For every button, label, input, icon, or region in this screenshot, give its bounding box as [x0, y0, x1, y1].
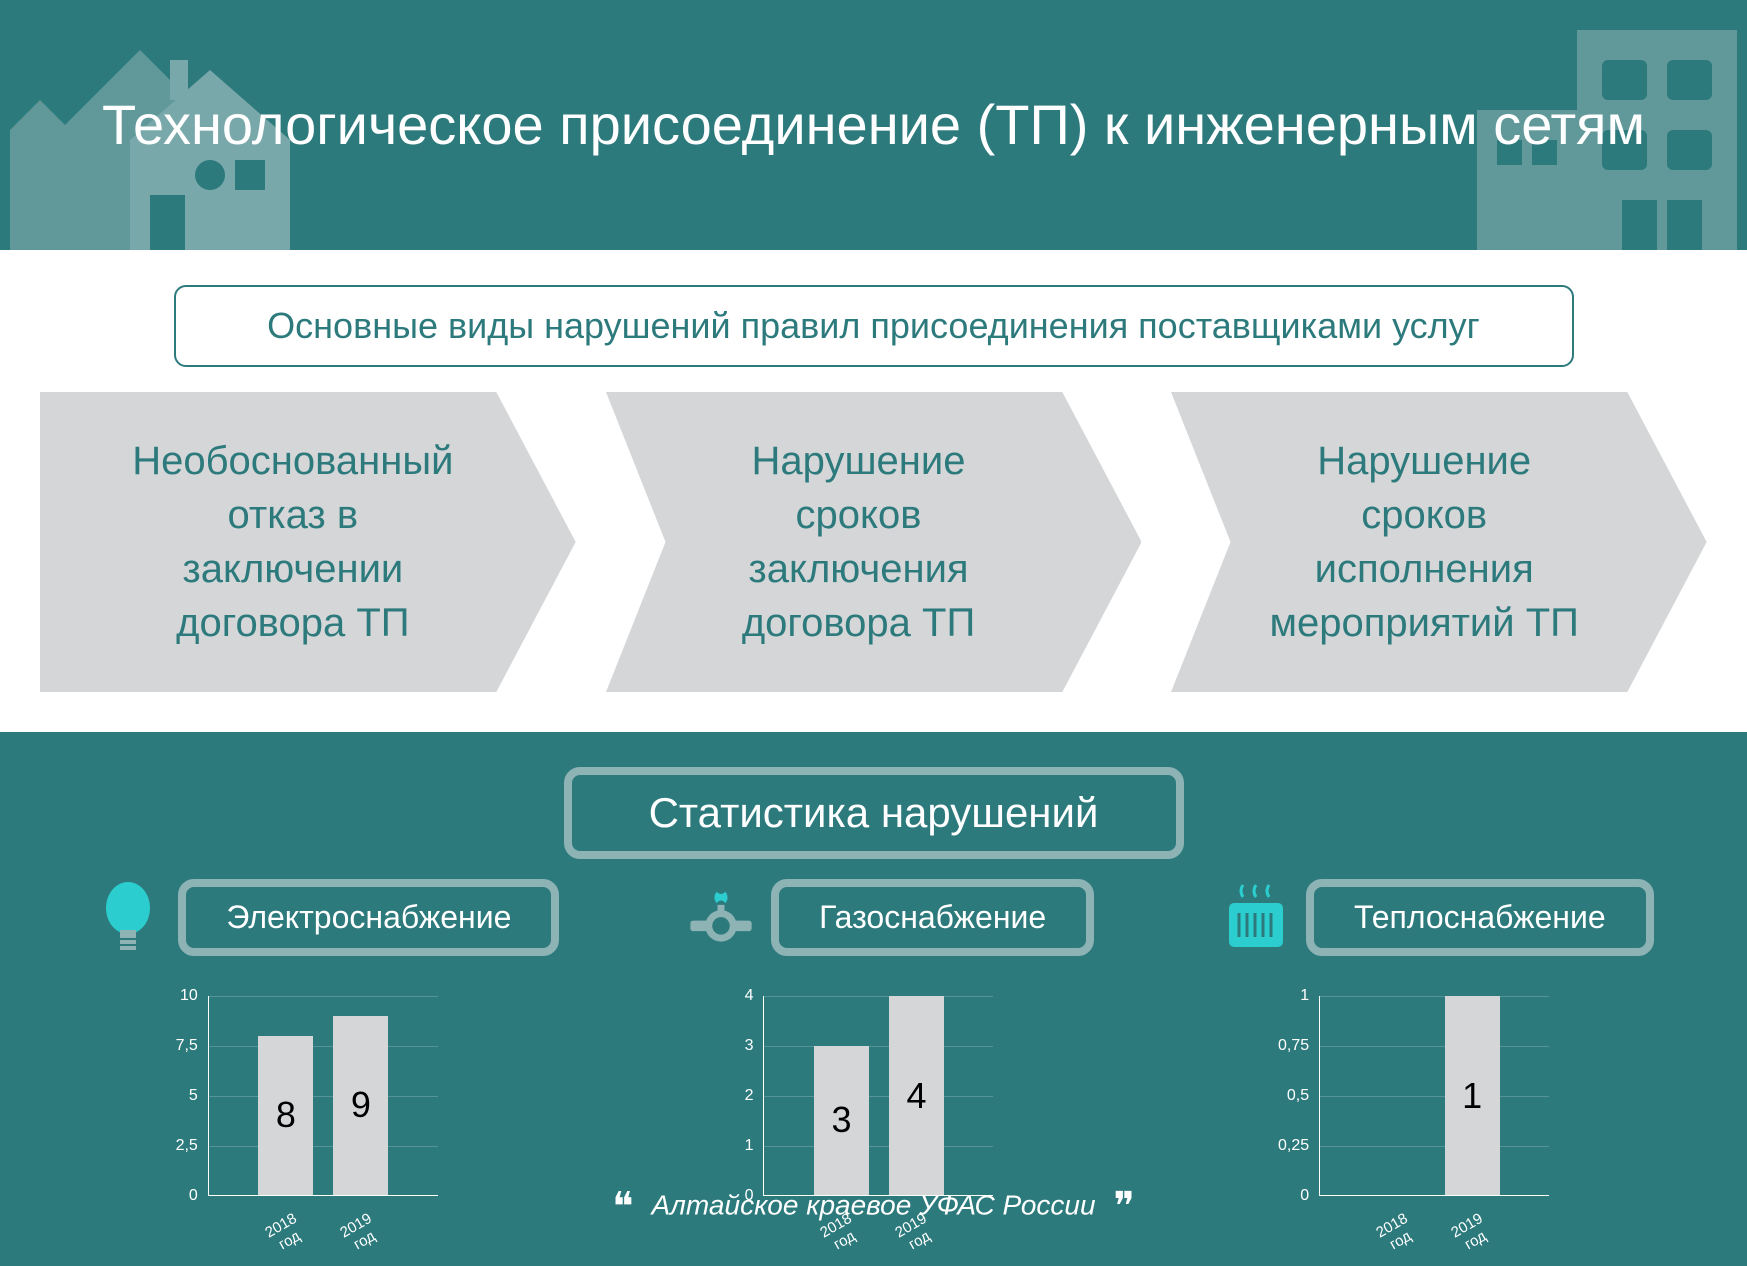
quote-icon-left: ❝ [612, 1185, 634, 1229]
page-title: Технологическое присоединение (ТП) к инж… [102, 89, 1645, 162]
category-label-electricity: Электроснабжение [178, 879, 559, 956]
bar-value: 8 [276, 1094, 296, 1136]
header: Технологическое присоединение (ТП) к инж… [0, 0, 1747, 250]
violation-text-1: Необоснованный отказ в заключении догово… [112, 434, 503, 650]
bulb-icon [93, 883, 163, 953]
y-tick-label: 3 [745, 1037, 754, 1055]
categories-row: Электроснабжение Газоснабжение [40, 879, 1707, 956]
subtitle-box: Основные виды нарушений правил присоедин… [174, 285, 1574, 367]
category-label-gas: Газоснабжение [771, 879, 1094, 956]
category-electricity: Электроснабжение [93, 879, 559, 956]
chart-bar: 4 [889, 996, 944, 1195]
footer: ❝ Алтайское краевое УФАС России ❞ [0, 1184, 1747, 1230]
y-tick-label: 1 [745, 1137, 754, 1155]
violation-text-3: Нарушение сроков исполнения мероприятий … [1249, 434, 1628, 650]
violation-arrow-3: Нарушение сроков исполнения мероприятий … [1171, 392, 1707, 692]
y-tick-label: 4 [745, 987, 754, 1005]
category-gas: Газоснабжение [686, 879, 1094, 956]
y-tick-label: 0,5 [1287, 1087, 1309, 1105]
y-tick-label: 0,25 [1278, 1137, 1309, 1155]
bar-value: 4 [906, 1075, 926, 1117]
category-label-heat: Теплоснабжение [1306, 879, 1654, 956]
gas-icon [686, 883, 756, 953]
bar-value: 3 [831, 1099, 851, 1141]
arrows-row: Необоснованный отказ в заключении догово… [40, 392, 1707, 692]
heat-icon [1221, 883, 1291, 953]
bar-value: 1 [1462, 1075, 1482, 1117]
footer-text: Алтайское краевое УФАС России [651, 1189, 1095, 1220]
category-heat: Теплоснабжение [1221, 879, 1654, 956]
chart-bar: 9 [333, 1016, 388, 1195]
chart-bar: 8 [258, 1036, 313, 1195]
bar-value: 9 [351, 1084, 371, 1126]
quote-icon-right: ❞ [1113, 1185, 1135, 1229]
y-tick-label: 2 [745, 1087, 754, 1105]
violations-section: Основные виды нарушений правил присоедин… [0, 250, 1747, 732]
violation-arrow-2: Нарушение сроков заключения договора ТП [606, 392, 1142, 692]
y-tick-label: 5 [189, 1087, 198, 1105]
y-tick-label: 10 [180, 987, 198, 1005]
stats-title: Статистика нарушений [564, 767, 1184, 859]
y-tick-label: 1 [1300, 987, 1309, 1005]
y-tick-label: 0,75 [1278, 1037, 1309, 1055]
chart-bar: 1 [1445, 996, 1500, 1195]
chart-bar: 3 [814, 1046, 869, 1195]
y-tick-label: 7,5 [176, 1037, 198, 1055]
y-tick-label: 2,5 [176, 1137, 198, 1155]
violation-arrow-1: Необоснованный отказ в заключении догово… [40, 392, 576, 692]
violation-text-2: Нарушение сроков заключения договора ТП [722, 434, 1025, 650]
